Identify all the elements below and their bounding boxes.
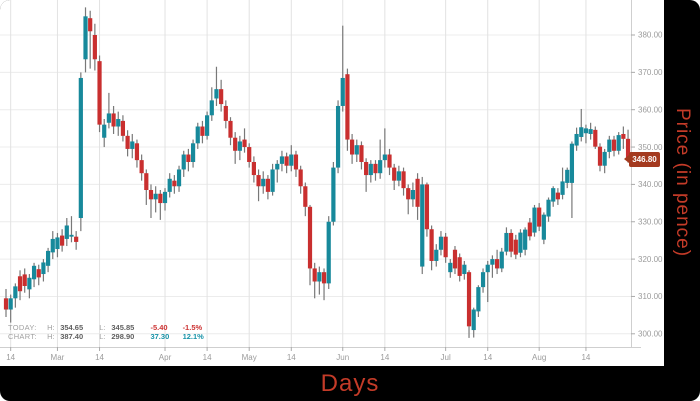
legend-chart-percent: 12.1% — [182, 331, 204, 341]
svg-text:360.00: 360.00 — [638, 105, 663, 114]
svg-text:370.00: 370.00 — [638, 68, 663, 77]
legend-chart-low-value: 298.90 — [111, 331, 135, 341]
svg-text:Jun: Jun — [336, 353, 349, 362]
legend-chart-low-label: L: — [99, 331, 106, 341]
legend-chart-high-label: H: — [47, 331, 55, 341]
svg-text:14: 14 — [483, 353, 492, 362]
last-price-value: 346.80 — [632, 154, 657, 164]
legend-today-label: TODAY: — [8, 323, 37, 332]
svg-text:Mar: Mar — [51, 353, 65, 362]
x-axis-title: Days — [320, 369, 380, 397]
y-axis-title: Price (in pence) — [672, 108, 693, 258]
legend-chart-high-value: 387.40 — [60, 331, 84, 341]
badge-arrow-icon — [624, 155, 629, 163]
svg-text:340.00: 340.00 — [638, 180, 663, 189]
legend-row-chart: CHART: H: 387.40 L: 298.90 37.30 12.1% — [8, 331, 213, 342]
svg-text:300.00: 300.00 — [638, 330, 663, 339]
svg-text:380.00: 380.00 — [638, 31, 663, 40]
svg-text:Aug: Aug — [532, 353, 546, 362]
plot-area: 380.00 370.00 360.00 350.00 340.00 330.00 320.… — [0, 0, 664, 366]
svg-text:14: 14 — [380, 353, 389, 362]
last-price-badge: 346.80 — [624, 151, 660, 167]
legend-chart-label: CHART: — [8, 331, 37, 341]
legend-today-low-label: L: — [99, 323, 106, 332]
svg-text:330.00: 330.00 — [638, 217, 663, 226]
ohlc-legend: TODAY: H: 354.65 L: 345.85 -5.40 -1.5% C… — [8, 323, 213, 342]
legend-today-change: -5.40 — [150, 323, 168, 332]
svg-text:Jul: Jul — [441, 353, 451, 362]
legend-chart-change: 37.30 — [150, 331, 170, 341]
legend-today-percent: -1.5% — [182, 323, 203, 332]
candlestick-chart[interactable]: 380.00 370.00 360.00 350.00 340.00 330.00 320.… — [0, 0, 664, 366]
svg-text:14: 14 — [95, 353, 104, 362]
svg-text:320.00: 320.00 — [638, 255, 663, 264]
legend-row-today: TODAY: H: 354.65 L: 345.85 -5.40 -1.5% — [8, 323, 213, 333]
svg-text:14: 14 — [203, 353, 212, 362]
legend-today-high-value: 354.65 — [60, 323, 84, 332]
svg-text:350.00: 350.00 — [638, 143, 663, 152]
legend-today-high-label: H: — [47, 323, 55, 332]
svg-text:310.00: 310.00 — [638, 292, 663, 301]
legend-today-low-value: 345.85 — [111, 323, 135, 332]
svg-text:Apr: Apr — [159, 353, 172, 362]
svg-text:May: May — [242, 353, 257, 362]
svg-text:14: 14 — [6, 353, 15, 362]
svg-text:14: 14 — [287, 353, 296, 362]
svg-text:14: 14 — [581, 353, 590, 362]
